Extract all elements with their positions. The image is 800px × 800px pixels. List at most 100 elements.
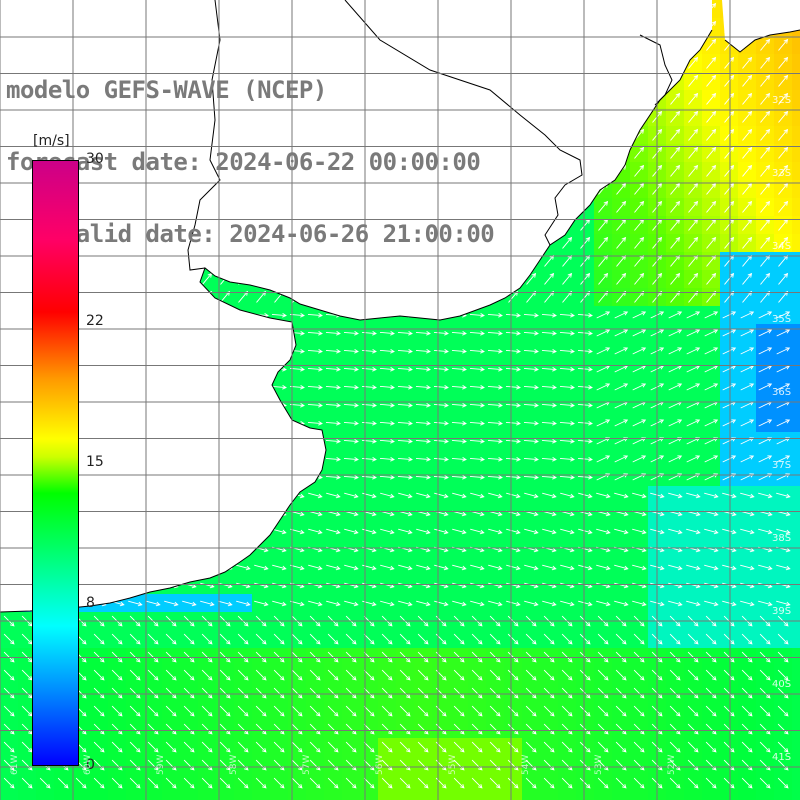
- wind-cell: [612, 288, 631, 307]
- wind-cell: [738, 378, 757, 397]
- wind-cell: [288, 306, 307, 325]
- wind-cell: [630, 792, 649, 800]
- wind-cell: [702, 396, 721, 415]
- wind-arrow: [541, 313, 557, 318]
- wind-cell: [630, 468, 649, 487]
- legend-tick-label: 22: [86, 312, 104, 329]
- wind-cell: [702, 306, 721, 325]
- wind-arrow: [541, 349, 557, 354]
- wind-cell: [792, 738, 800, 757]
- wind-cell: [612, 468, 631, 487]
- wind-arrow: [469, 349, 485, 354]
- wind-cell: [756, 252, 775, 271]
- wind-cell: [594, 234, 613, 253]
- wind-arrow: [634, 182, 645, 195]
- wind-cell: [630, 450, 649, 469]
- wind-arrow: [760, 236, 771, 249]
- wind-cell: [540, 414, 559, 433]
- wind-cell: [792, 180, 800, 199]
- wind-cell: [684, 468, 703, 487]
- wind-cell: [486, 468, 505, 487]
- wind-arrow: [742, 56, 753, 69]
- wind-cell: [612, 432, 631, 451]
- wind-cell: [594, 198, 613, 217]
- wind-cell: [702, 288, 721, 307]
- wind-cell: [792, 504, 800, 523]
- wind-arrow: [523, 331, 539, 336]
- wind-cell: [36, 792, 55, 800]
- wind-arrow: [706, 236, 717, 249]
- wind-cell: [378, 468, 397, 487]
- wind-cell: [792, 468, 800, 487]
- wind-cell: [414, 342, 433, 361]
- wind-cell: [774, 396, 793, 415]
- wind-cell: [792, 396, 800, 415]
- wind-cell: [774, 270, 793, 289]
- wind-arrow: [596, 311, 611, 319]
- wind-arrow: [706, 182, 717, 195]
- valid-date: valid date: 2024-06-26 21:00:00: [6, 220, 495, 248]
- wind-cell: [774, 792, 793, 800]
- wind-cell: [684, 234, 703, 253]
- wind-cell: [486, 342, 505, 361]
- wind-cell: [396, 432, 415, 451]
- wind-cell: [342, 360, 361, 379]
- wind-cell: [324, 360, 343, 379]
- wind-cell: [792, 270, 800, 289]
- wind-cell: [342, 414, 361, 433]
- wind-arrow: [776, 311, 791, 319]
- wind-arrow: [742, 272, 753, 285]
- wind-cell: [612, 306, 631, 325]
- wind-cell: [306, 306, 325, 325]
- wind-arrow: [523, 349, 539, 354]
- wind-cell: [522, 342, 541, 361]
- wind-cell: [792, 198, 800, 217]
- wind-arrow: [580, 236, 591, 249]
- wind-cell: [306, 792, 325, 800]
- wind-cell: [414, 360, 433, 379]
- wind-cell: [450, 360, 469, 379]
- wind-cell: [756, 324, 775, 343]
- wind-cell: [432, 396, 451, 415]
- wind-cell: [468, 360, 487, 379]
- wind-cell: [702, 72, 721, 91]
- wind-cell: [630, 324, 649, 343]
- wind-cell: [594, 450, 613, 469]
- wind-arrow: [670, 110, 681, 123]
- wind-cell: [792, 540, 800, 559]
- wind-cell: [540, 378, 559, 397]
- wind-cell: [666, 414, 685, 433]
- wind-cell: [738, 414, 757, 433]
- wind-cell: [540, 288, 559, 307]
- wind-arrow: [397, 331, 413, 336]
- wind-cell: [756, 360, 775, 379]
- wind-cell: [612, 198, 631, 217]
- wind-cell: [666, 450, 685, 469]
- wind-arrow: [469, 313, 485, 318]
- wind-arrow: [596, 329, 611, 337]
- wind-arrow: [742, 110, 753, 123]
- wind-arrow: [778, 92, 789, 105]
- wind-cell: [792, 414, 800, 433]
- wind-arrow: [577, 313, 593, 318]
- wind-arrow: [778, 74, 789, 87]
- wind-cell: [486, 360, 505, 379]
- wind-cell: [396, 450, 415, 469]
- wind-cell: [792, 216, 800, 235]
- wind-cell: [216, 792, 235, 800]
- wind-arrow: [724, 182, 735, 195]
- wind-arrow: [688, 110, 699, 123]
- wind-cell: [756, 792, 775, 800]
- wind-cell: [738, 198, 757, 217]
- wind-arrow: [451, 331, 467, 336]
- wind-cell: [396, 378, 415, 397]
- wind-cell: [360, 792, 379, 800]
- wind-cell: [432, 450, 451, 469]
- wind-cell: [432, 378, 451, 397]
- wind-cell: [738, 450, 757, 469]
- wind-cell: [540, 360, 559, 379]
- wind-cell: [612, 378, 631, 397]
- wind-arrow: [632, 311, 647, 319]
- wind-arrow: [559, 331, 575, 336]
- wind-cell: [414, 450, 433, 469]
